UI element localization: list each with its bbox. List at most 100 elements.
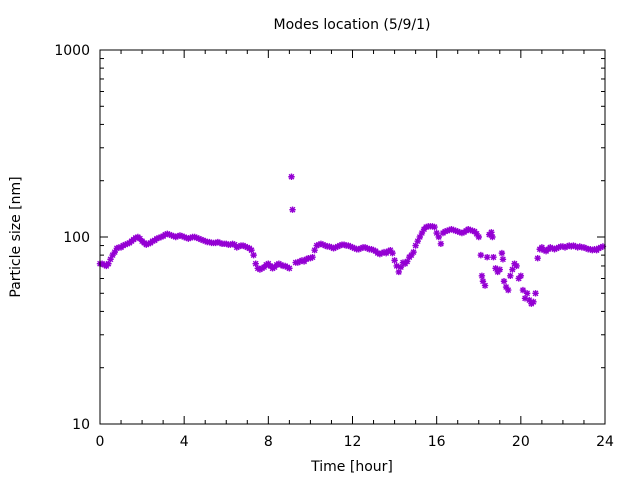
- data-point: [530, 298, 537, 306]
- data-point: [166, 231, 173, 238]
- data-point: [568, 243, 575, 250]
- data-point: [391, 257, 398, 264]
- x-axis-title: Time [hour]: [310, 459, 393, 475]
- data-point: [376, 250, 384, 258]
- data-point: [368, 246, 375, 253]
- data-point: [378, 249, 386, 257]
- data-point: [317, 240, 325, 247]
- data-point: [124, 240, 131, 247]
- data-point: [214, 238, 222, 246]
- data-point: [479, 278, 487, 285]
- x-tick-label: 4: [180, 434, 189, 450]
- data-point: [563, 243, 571, 250]
- data-point: [155, 234, 163, 242]
- data-point: [498, 249, 506, 257]
- data-point: [197, 236, 205, 243]
- data-point: [429, 223, 436, 230]
- data-point: [361, 244, 369, 251]
- data-point: [347, 243, 354, 250]
- data-point: [176, 232, 184, 239]
- data-point: [410, 248, 417, 256]
- data-point: [433, 229, 440, 237]
- data-point: [183, 234, 190, 242]
- x-tick-label: 0: [96, 434, 105, 450]
- data-point: [532, 290, 539, 297]
- data-point: [481, 282, 489, 289]
- data-point: [483, 253, 491, 261]
- data-point: [122, 241, 129, 248]
- data-point: [549, 245, 556, 252]
- data-point: [435, 233, 442, 241]
- data-point: [239, 242, 247, 249]
- data-point: [233, 244, 240, 251]
- data-point: [309, 253, 316, 261]
- data-point: [170, 232, 177, 240]
- data-point: [499, 256, 507, 263]
- data-point: [288, 173, 295, 180]
- data-point: [223, 240, 230, 247]
- y-axis-title: Particle size [nm]: [8, 176, 24, 297]
- data-point: [591, 246, 598, 253]
- data-point: [441, 228, 449, 235]
- data-point: [105, 260, 112, 267]
- data-point: [326, 243, 333, 250]
- data-point: [492, 265, 499, 272]
- data-point: [488, 229, 495, 236]
- data-point: [370, 246, 377, 254]
- data-point: [397, 263, 405, 271]
- data-point: [422, 223, 430, 231]
- chart-title: Modes location (5/9/1): [274, 17, 431, 33]
- data-point: [389, 249, 396, 257]
- data-point: [178, 232, 186, 240]
- data-point: [132, 234, 139, 242]
- data-point: [357, 245, 365, 252]
- data-point: [111, 248, 118, 256]
- data-point: [416, 233, 424, 241]
- data-point: [500, 278, 508, 285]
- data-point: [334, 243, 341, 250]
- data-point: [469, 227, 476, 234]
- data-point: [551, 246, 558, 253]
- data-point: [355, 246, 363, 253]
- data-point: [408, 251, 415, 259]
- data-point: [534, 255, 541, 262]
- data-point: [478, 272, 486, 280]
- data-point: [328, 244, 335, 251]
- data-point: [465, 226, 472, 233]
- data-point: [168, 232, 175, 239]
- data-point: [490, 253, 497, 261]
- x-tick-label: 20: [512, 434, 530, 450]
- data-point: [446, 226, 453, 234]
- data-point: [216, 239, 224, 247]
- data-point: [235, 243, 243, 250]
- data-point: [521, 295, 529, 302]
- data-point: [374, 249, 381, 257]
- data-point: [336, 242, 344, 249]
- data-point: [553, 245, 560, 252]
- data-point: [187, 234, 194, 242]
- data-point: [250, 251, 257, 259]
- data-point: [313, 242, 320, 249]
- data-point: [412, 242, 419, 249]
- data-point: [345, 242, 352, 249]
- data-point: [321, 242, 329, 249]
- data-point: [566, 242, 573, 249]
- axis-ticks: 0 4 8 12 16 20 24 10 100 1000: [54, 43, 614, 450]
- data-point: [418, 229, 426, 237]
- x-tick-label: 24: [596, 434, 614, 450]
- data-point: [561, 244, 569, 251]
- plot-frame: [99, 49, 606, 425]
- data-point: [195, 235, 203, 242]
- x-tick-label: 8: [264, 434, 273, 450]
- data-point: [580, 244, 588, 251]
- data-point: [414, 237, 421, 245]
- data-point: [437, 240, 445, 247]
- data-point: [448, 226, 455, 233]
- data-point: [174, 232, 182, 240]
- data-point: [393, 262, 400, 270]
- data-point: [113, 245, 121, 252]
- data-point: [547, 244, 554, 251]
- data-point: [595, 245, 602, 252]
- data-point: [574, 244, 581, 251]
